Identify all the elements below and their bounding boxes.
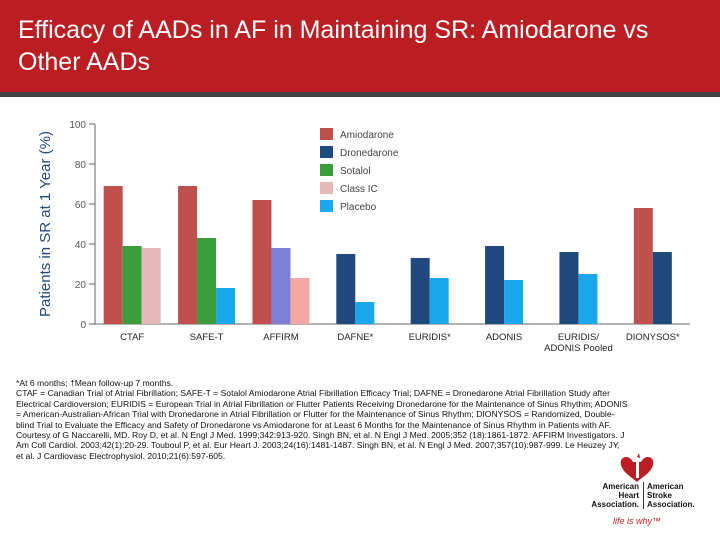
logo-text: Stroke xyxy=(647,491,672,500)
footnotes: *At 6 months; †Mean follow-up 7 months. … xyxy=(16,378,628,461)
bar-class-ic xyxy=(141,248,161,324)
logo-text: American xyxy=(602,482,639,491)
legend-swatch xyxy=(320,164,333,176)
logo-text: Heart xyxy=(618,491,639,500)
legend-label: Sotalol xyxy=(340,166,371,177)
bar-placebo xyxy=(216,288,236,324)
x-tick-label: ADONIS Pooled xyxy=(544,343,613,354)
x-tick-label: ADONIS xyxy=(486,332,522,343)
x-tick-label: EURIDIS/ xyxy=(558,332,600,343)
logo-tagline: life is why™ xyxy=(613,516,662,526)
y-axis-label: Patients in SR at 1 Year (%) xyxy=(37,131,54,317)
legend-label: Amiodarone xyxy=(340,130,394,141)
bar-chart: 0 20 40 60 80 100 Patients in SR at 1 Year (%)… xyxy=(37,120,690,354)
footnote-line: CTAF = Canadian Trial of Atrial Fibrilla… xyxy=(16,388,628,430)
bar-amiodarone xyxy=(252,200,272,324)
bar-placebo xyxy=(355,302,375,324)
bar-class-ic-alt xyxy=(290,278,310,324)
x-tick-label: DAFNE* xyxy=(337,332,373,343)
y-tick-label: 60 xyxy=(75,200,87,211)
x-tick-label: AFFIRM xyxy=(263,332,298,343)
y-tick-label: 80 xyxy=(75,160,87,171)
bar-dronedarone xyxy=(485,246,505,324)
aha-asa-logo: American Heart Association. American Str… xyxy=(585,452,705,532)
legend-swatch xyxy=(320,200,333,212)
x-tick-label: CTAF xyxy=(120,332,144,343)
footnote-line: *At 6 months; †Mean follow-up 7 months. xyxy=(16,378,174,388)
legend-swatch xyxy=(320,182,333,194)
bar-dronedarone xyxy=(652,252,672,324)
logo-text: American xyxy=(647,482,684,491)
x-tick-label: SAFE-T xyxy=(190,332,224,343)
bar-placebo xyxy=(578,274,598,324)
y-tick-label: 100 xyxy=(69,120,86,131)
bar-amiodarone xyxy=(633,208,653,324)
logo-text: Association. xyxy=(647,500,695,509)
y-tick-label: 20 xyxy=(75,280,87,291)
bar-sotalol xyxy=(197,238,217,324)
legend-label: Placebo xyxy=(340,202,377,213)
x-tick-label: DIONYSOS* xyxy=(626,332,680,343)
heart-torch-icon xyxy=(620,453,654,482)
title-divider xyxy=(0,92,720,97)
x-tick-label: EURIDIS* xyxy=(409,332,452,343)
bar-dronedarone xyxy=(336,254,356,324)
title-bar: Efficacy of AADs in AF in Maintaining SR… xyxy=(0,0,720,92)
bar-dofetilide-like xyxy=(271,248,291,324)
bar-dronedarone xyxy=(410,258,430,324)
slide-title: Efficacy of AADs in AF in Maintaining SR… xyxy=(18,16,649,76)
bar-sotalol xyxy=(122,246,142,324)
legend-swatch xyxy=(320,128,333,140)
legend-label: Dronedarone xyxy=(340,148,399,159)
legend-label: Class IC xyxy=(340,184,378,195)
bar-amiodarone xyxy=(178,186,198,324)
footnote-line: Courtesy of G Naccarelli, MD. Roy D, et … xyxy=(16,430,625,461)
bar-amiodarone xyxy=(103,186,123,324)
bar-placebo xyxy=(504,280,524,324)
bar-placebo xyxy=(429,278,449,324)
y-tick-label: 0 xyxy=(80,320,86,331)
legend-swatch xyxy=(320,146,333,158)
logo-text: Association. xyxy=(591,500,639,509)
bar-dronedarone xyxy=(559,252,579,324)
y-tick-label: 40 xyxy=(75,240,87,251)
